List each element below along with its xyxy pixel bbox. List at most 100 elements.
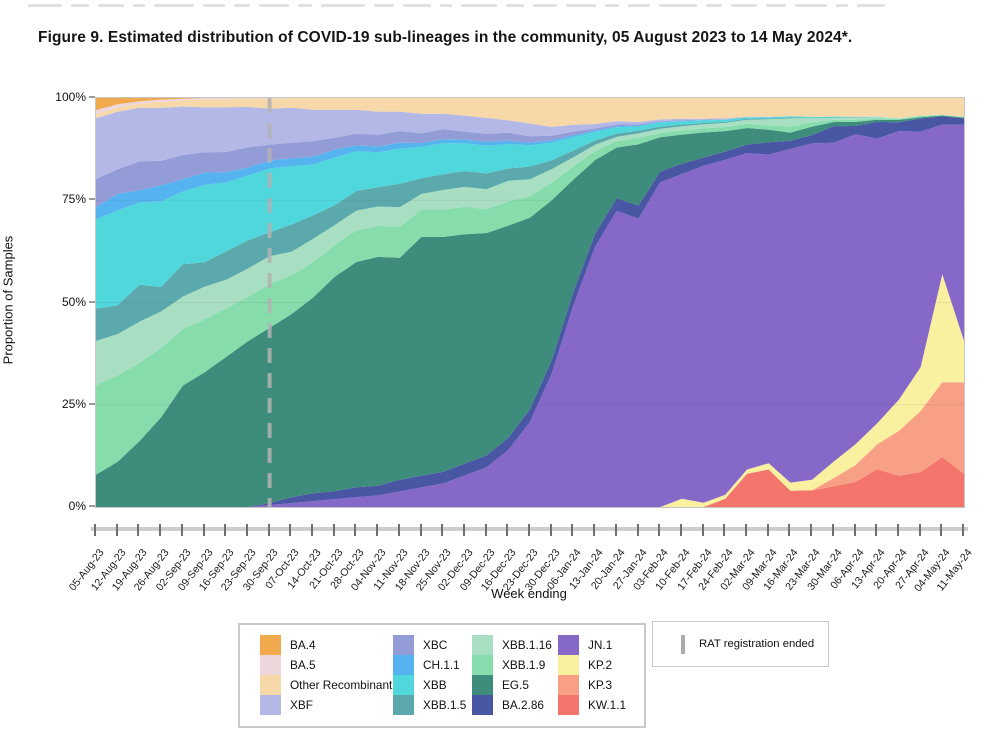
legend-item: CH.1.1 [393,655,466,675]
area-series-KW-1-1 [96,457,964,507]
legend-label: CH.1.1 [423,658,460,672]
x-tick-mark [810,524,813,536]
legend-item: JN.1 [558,635,626,655]
legend-label: KW.1.1 [588,698,627,712]
legend-swatch [393,655,414,675]
clipped-top-text-remnant [28,0,938,9]
legend-swatch [558,695,579,715]
x-tick-mark [354,524,357,536]
x-tick-mark [614,524,617,536]
chart-legend: BA.4 BA.5 Other Recombinant XBF XBC CH.1.1 XBB… [238,623,646,728]
x-tick-mark [267,524,270,536]
legend-label: BA.2.86 [502,698,544,712]
x-tick-mark [397,524,400,536]
x-tick-mark [376,524,379,536]
legend-item: XBB [393,675,466,695]
area-series-Other-Recombinant [96,98,964,127]
area-series-JN-1 [96,124,964,507]
legend-item: BA.2.86 [472,695,552,715]
x-tick-mark [962,524,964,536]
legend-item: BA.4 [260,635,392,655]
y-tick-label: 0% [68,499,86,513]
legend-swatch [558,655,579,675]
legend-item: BA.5 [260,655,392,675]
legend-label: XBC [423,638,448,652]
legend-label: BA.5 [290,658,316,672]
x-tick-mark [831,524,834,536]
x-axis-title: Week ending [491,586,567,601]
x-tick-mark [115,524,118,536]
area-series-BA-5 [96,98,964,115]
legend-swatch [260,635,281,655]
legend-label: BA.4 [290,638,316,652]
legend-label: XBB [423,678,447,692]
x-tick-mark [332,524,335,536]
x-tick-mark [679,524,682,536]
x-tick-mark [571,524,574,536]
legend-swatch [472,655,493,675]
x-tick-mark [311,524,313,536]
x-tick-mark [918,524,921,536]
x-tick-mark [853,524,856,536]
legend-label: XBB.1.16 [502,638,552,652]
legend-swatch [393,675,414,695]
x-tick-mark [202,524,205,536]
legend-swatch [393,635,414,655]
y-tick-mark [89,198,95,201]
y-tick-mark [89,300,95,303]
x-tick-mark [940,524,943,536]
annotation-legend: RAT registration ended [652,621,829,667]
legend-label: EG.5 [502,678,529,692]
stacked-area-chart [95,97,965,508]
x-tick-mark [766,524,769,536]
legend-label: Other Recombinant [290,678,393,692]
y-tick-label: 25% [61,396,86,411]
x-tick-mark [701,524,704,536]
x-tick-mark [506,524,509,536]
legend-label: XBB.1.5 [423,698,467,712]
x-tick-mark [788,524,791,536]
legend-item: XBB.1.5 [393,695,466,715]
figure-title: Figure 9. Estimated distribution of COVI… [38,29,853,46]
x-tick-mark [441,524,444,536]
area-series-CH-1-1 [96,114,964,220]
x-tick-mark [636,524,639,536]
y-tick-mark [89,505,95,507]
area-series-XBF [96,106,964,179]
y-tick-mark [89,96,95,98]
area-series-XBB-1-9 [96,115,964,475]
legend-swatch [472,635,493,655]
legend-swatch [260,695,281,715]
legend-item: XBB.1.16 [472,635,552,655]
x-tick-mark [289,524,292,536]
annotation-legend-label: RAT registration ended [699,638,815,650]
chart-canvas [96,98,964,507]
legend-item: KP.3 [558,675,626,695]
x-tick-mark [723,524,726,536]
legend-swatch [558,675,579,695]
legend-swatch [260,655,281,675]
x-tick-mark [528,524,530,536]
legend-item: KP.2 [558,655,626,675]
legend-swatch [472,695,493,715]
legend-item: XBC [393,635,466,655]
x-tick-mark [159,524,162,536]
x-tick-mark [180,524,183,536]
x-tick-mark [137,524,140,536]
legend-item: EG.5 [472,675,552,695]
legend-swatch [558,635,579,655]
legend-item: XBB.1.9 [472,655,552,675]
x-tick-mark [419,524,422,536]
x-tick-mark [658,524,661,536]
legend-swatch [472,675,493,695]
y-tick-mark [89,402,95,405]
legend-column: XBC CH.1.1 XBB XBB.1.5 [393,635,466,715]
legend-column: XBB.1.16 XBB.1.9 EG.5 BA.2.86 [472,635,552,715]
legend-swatch [393,695,414,715]
y-tick-label: 100% [55,90,86,104]
legend-item: Other Recombinant [260,675,392,695]
x-tick-mark [484,524,487,536]
legend-label: XBB.1.9 [502,658,546,672]
y-tick-label: 50% [61,294,86,309]
